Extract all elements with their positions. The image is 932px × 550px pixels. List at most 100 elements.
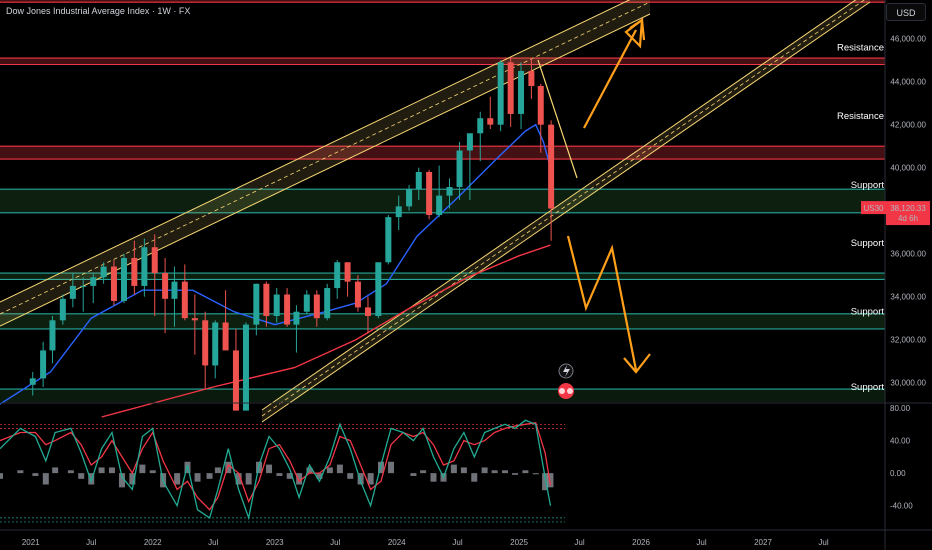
osc-histogram-bar [42, 473, 49, 485]
time-tick-label: Jul [818, 538, 828, 547]
candle-body [293, 311, 300, 325]
osc-tick-label: 40.00 [890, 437, 911, 446]
candle [456, 141, 463, 200]
time-tick-label: 2023 [266, 538, 284, 547]
candle [141, 238, 148, 297]
osc-histogram-bar [67, 470, 74, 474]
candle [415, 167, 422, 200]
candle-body [100, 266, 107, 278]
time-tick-label: Jul [574, 538, 584, 547]
osc-histogram-bar [501, 470, 508, 474]
osc-histogram-bar [491, 470, 498, 474]
flag-events-icon [558, 383, 574, 399]
candle-body [375, 262, 382, 317]
price-tick-label: 30,000.00 [890, 379, 926, 388]
candle [364, 296, 371, 334]
time-tick-label: 2021 [22, 538, 40, 547]
candle-body [395, 206, 402, 218]
osc-histogram-bar [276, 473, 283, 476]
osc-histogram-bar [245, 473, 252, 485]
candle-body [242, 324, 249, 411]
time-tick-label: Jul [86, 538, 96, 547]
osc-histogram-bar [316, 473, 323, 479]
lower-channel-edge [261, 0, 857, 411]
candle-body [162, 273, 169, 299]
osc-histogram-bar [471, 473, 478, 482]
osc-histogram-bar [347, 473, 354, 479]
candle-body [303, 294, 310, 312]
candle-body [263, 283, 270, 317]
osc-histogram-bar [296, 473, 303, 485]
osc-tick-label: -40.00 [890, 502, 913, 511]
candle [324, 283, 331, 321]
candle-body [364, 307, 371, 317]
candle [110, 260, 117, 306]
candle [395, 195, 402, 231]
candle [548, 120, 555, 241]
lightning-glyph [563, 365, 570, 377]
candle [232, 328, 239, 411]
candle [40, 341, 47, 387]
candle [253, 283, 260, 336]
candle-body [518, 70, 525, 114]
candle [90, 273, 97, 304]
price-tag-value: 38,120.33 [890, 204, 926, 213]
candle [477, 111, 484, 162]
candle [426, 169, 433, 220]
candle-body [232, 350, 239, 411]
candle [436, 165, 443, 218]
candle-body [181, 281, 188, 319]
support-label: Support [851, 238, 885, 249]
osc-histogram-bar [306, 467, 313, 474]
osc-histogram-bar [0, 473, 3, 479]
candle-body [212, 322, 219, 366]
osc-histogram-bar [214, 467, 221, 474]
time-tick-label: Jul [208, 538, 218, 547]
candle [49, 316, 56, 364]
symbol-tag [861, 201, 886, 215]
candle-body [354, 281, 361, 308]
candle-body [426, 171, 433, 215]
price-tag-countdown: 4d 6h [898, 214, 918, 223]
osc-histogram-bar [481, 467, 488, 474]
candle-body [171, 281, 178, 299]
candle [181, 264, 188, 321]
candle [242, 322, 249, 411]
time-tick-label: 2027 [754, 538, 772, 547]
candle-body [284, 294, 291, 325]
lower-channel-edge [261, 1, 871, 423]
flag-dot [567, 388, 573, 394]
osc-histogram-bar [139, 464, 146, 474]
upper-channel-midline [0, 1, 651, 315]
osc-histogram-bar [235, 473, 242, 485]
flag-dot [559, 388, 565, 394]
candle-body [466, 133, 473, 151]
candle [466, 133, 473, 200]
resistance-label: Resistance [837, 111, 884, 122]
currency-selector[interactable]: USD [886, 3, 926, 21]
candle [191, 294, 198, 355]
osc-histogram-bar [129, 473, 136, 485]
support-label: Support [851, 307, 885, 318]
trend-line [537, 59, 578, 179]
candle [507, 58, 514, 127]
osc-histogram-bar [78, 473, 85, 479]
osc-histogram-bar [532, 473, 539, 475]
osc-histogram-bar [286, 473, 293, 479]
candle [162, 257, 169, 334]
candle-body [202, 320, 209, 366]
resistance-zone [0, 58, 885, 65]
candle-body [446, 187, 453, 196]
osc-histogram-bar [336, 464, 343, 474]
candle-body [141, 247, 148, 286]
candle-body [497, 62, 504, 125]
support-zone [0, 273, 885, 280]
upper-channel-edge [0, 13, 651, 327]
time-tick-label: 2024 [388, 538, 406, 547]
osc-histogram-bar [512, 473, 519, 475]
osc-histogram-bar [410, 473, 417, 476]
osc-histogram-bar [266, 464, 273, 474]
osc-histogram-bar [52, 467, 59, 474]
